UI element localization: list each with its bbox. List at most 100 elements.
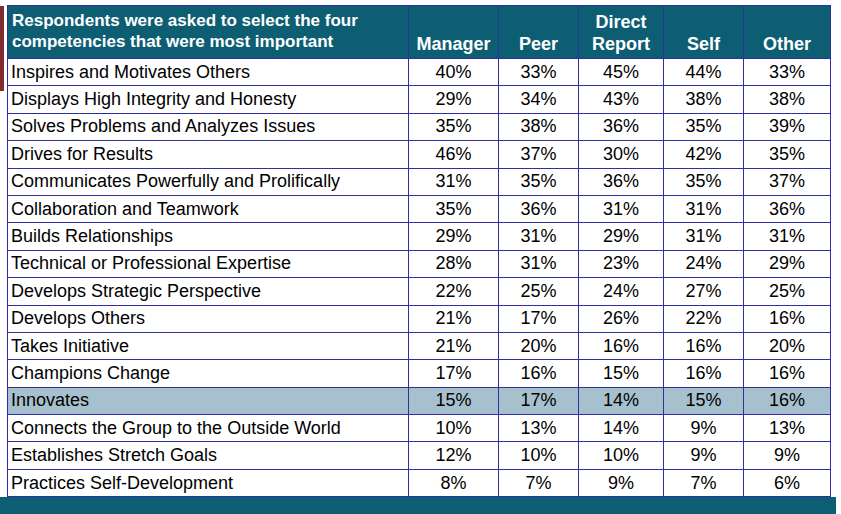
row-label: Collaboration and Teamwork [8,195,409,222]
cell-value: 35% [744,141,831,168]
cell-value: 38% [499,113,579,140]
cell-value: 17% [409,360,499,387]
cell-value: 9% [664,442,744,469]
cell-value: 26% [579,305,664,332]
table-row: Technical or Professional Expertise28%31… [8,250,831,277]
column-header-manager: Manager [409,6,499,59]
row-label: Communicates Powerfully and Prolifically [8,168,409,195]
cell-value: 45% [579,59,664,86]
cell-value: 28% [409,250,499,277]
table-prompt: Respondents were asked to select the fou… [8,6,409,59]
row-label: Champions Change [8,360,409,387]
cell-value: 36% [579,113,664,140]
cell-value: 35% [499,168,579,195]
cell-value: 17% [499,387,579,414]
cell-value: 27% [664,278,744,305]
cell-value: 8% [409,469,499,496]
row-label: Innovates [8,387,409,414]
table-row: Collaboration and Teamwork35%36%31%31%36… [8,195,831,222]
row-label: Displays High Integrity and Honesty [8,86,409,113]
cell-value: 34% [499,86,579,113]
cell-value: 16% [664,332,744,359]
table-row: Solves Problems and Analyzes Issues35%38… [8,113,831,140]
table-row: Communicates Powerfully and Prolifically… [8,168,831,195]
cell-value: 29% [409,223,499,250]
table-header: Respondents were asked to select the fou… [8,6,831,59]
cell-value: 37% [499,141,579,168]
table-row: Develops Others21%17%26%22%16% [8,305,831,332]
cell-value: 35% [664,168,744,195]
cell-value: 30% [579,141,664,168]
row-label: Connects the Group to the Outside World [8,415,409,442]
cell-value: 37% [744,168,831,195]
table-row: Connects the Group to the Outside World1… [8,415,831,442]
cell-value: 20% [744,332,831,359]
row-label: Inspires and Motivates Others [8,59,409,86]
cell-value: 16% [744,305,831,332]
cell-value: 38% [744,86,831,113]
table-row: Innovates15%17%14%15%16% [8,387,831,414]
row-label: Technical or Professional Expertise [8,250,409,277]
column-header-direct-report: Direct Report [579,6,664,59]
screenshot-stage: Respondents were asked to select the fou… [0,0,841,514]
competency-table: Respondents were asked to select the fou… [7,5,831,497]
table-row: Takes Initiative21%20%16%16%20% [8,332,831,359]
cell-value: 31% [499,250,579,277]
cell-value: 25% [499,278,579,305]
cell-value: 17% [499,305,579,332]
table-row: Inspires and Motivates Others40%33%45%44… [8,59,831,86]
header-row: Respondents were asked to select the fou… [8,6,831,59]
cell-value: 16% [744,360,831,387]
column-header-self: Self [664,6,744,59]
cell-value: 33% [744,59,831,86]
cell-value: 35% [409,113,499,140]
cell-value: 25% [744,278,831,305]
cell-value: 13% [499,415,579,442]
cell-value: 31% [744,223,831,250]
cell-value: 33% [499,59,579,86]
cell-value: 31% [664,195,744,222]
cell-value: 22% [664,305,744,332]
table-row: Practices Self-Development8%7%9%7%6% [8,469,831,496]
cell-value: 31% [579,195,664,222]
cell-value: 16% [579,332,664,359]
cell-value: 6% [744,469,831,496]
cell-value: 23% [579,250,664,277]
cell-value: 31% [499,223,579,250]
row-label: Develops Others [8,305,409,332]
cell-value: 36% [744,195,831,222]
cell-value: 21% [409,332,499,359]
cell-value: 10% [579,442,664,469]
cell-value: 15% [664,387,744,414]
table-row: Drives for Results46%37%30%42%35% [8,141,831,168]
table-row: Displays High Integrity and Honesty29%34… [8,86,831,113]
cell-value: 13% [744,415,831,442]
cell-value: 36% [499,195,579,222]
table-row: Champions Change17%16%15%16%16% [8,360,831,387]
cell-value: 16% [664,360,744,387]
cell-value: 16% [744,387,831,414]
row-label: Drives for Results [8,141,409,168]
cell-value: 24% [664,250,744,277]
cell-value: 35% [409,195,499,222]
cell-value: 29% [744,250,831,277]
cell-value: 7% [664,469,744,496]
cell-value: 9% [664,415,744,442]
cell-value: 15% [409,387,499,414]
cell-value: 9% [744,442,831,469]
cell-value: 21% [409,305,499,332]
column-header-other: Other [744,6,831,59]
cell-value: 14% [579,387,664,414]
cell-value: 9% [579,469,664,496]
cell-value: 10% [409,415,499,442]
row-label: Solves Problems and Analyzes Issues [8,113,409,140]
left-edge-accent [0,6,4,91]
cell-value: 31% [409,168,499,195]
cell-value: 38% [664,86,744,113]
cell-value: 39% [744,113,831,140]
cell-value: 43% [579,86,664,113]
cell-value: 16% [499,360,579,387]
row-label: Develops Strategic Perspective [8,278,409,305]
cell-value: 36% [579,168,664,195]
cell-value: 35% [664,113,744,140]
